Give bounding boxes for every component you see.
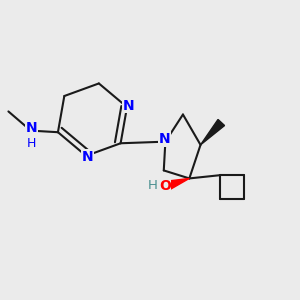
- Text: O: O: [159, 179, 171, 193]
- Text: N: N: [82, 150, 93, 164]
- Text: H: H: [148, 179, 158, 192]
- Polygon shape: [200, 119, 225, 145]
- Text: N: N: [26, 121, 37, 135]
- Text: N: N: [122, 99, 134, 113]
- Text: N: N: [159, 132, 170, 146]
- Polygon shape: [164, 178, 189, 191]
- Text: H: H: [27, 137, 36, 150]
